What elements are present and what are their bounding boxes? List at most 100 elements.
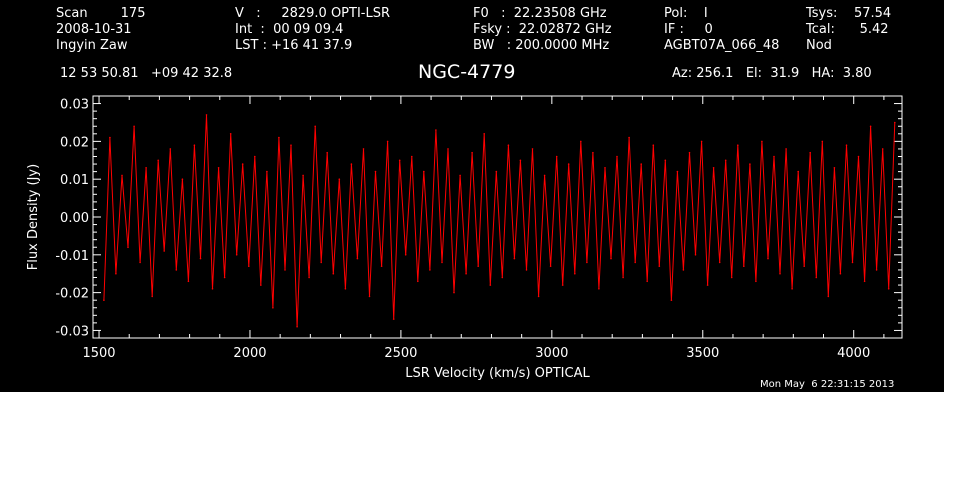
spectrum-point	[887, 288, 890, 290]
spectrum-point	[175, 269, 178, 271]
spectrum-point	[875, 269, 878, 271]
spectrum-point	[863, 280, 866, 283]
x-tick-label: 2500	[384, 346, 417, 361]
spectrum-point	[211, 288, 214, 290]
spectrum-point	[229, 133, 232, 135]
spectrum-point	[320, 261, 323, 264]
spectrum-point	[507, 144, 510, 146]
spectrum-point	[761, 140, 763, 143]
spectrum-point	[103, 299, 105, 302]
header-tsys: Tsys: 57.54	[806, 6, 892, 21]
spectrum-point	[380, 265, 383, 268]
header-coordinates: 12 53 50.81 +09 42 32.8	[60, 66, 233, 81]
spectrum-point	[362, 148, 365, 150]
spectrum-point	[646, 280, 648, 283]
spectrum-point	[712, 167, 715, 169]
spectrum-point	[115, 272, 117, 275]
spectrum-point	[483, 133, 486, 135]
spectrum-point	[133, 125, 135, 128]
timestamp: Mon May 6 22:31:15 2013	[760, 379, 895, 390]
source-title: NGC-4779	[418, 61, 516, 83]
spectrum-point	[797, 170, 799, 173]
x-tick-label: 2000	[233, 346, 266, 361]
spectrum-point	[465, 272, 467, 275]
spectrum-point	[447, 148, 449, 150]
spectrum-point	[827, 295, 830, 298]
spectrum-point	[839, 272, 842, 275]
spectrum-point	[344, 288, 347, 290]
spectrum-point	[567, 163, 570, 165]
spectrum-point	[199, 257, 202, 260]
spectrum-point	[791, 288, 793, 290]
spectrum-point	[193, 144, 196, 146]
spectrum-point	[398, 159, 401, 162]
spectrum-point	[314, 125, 317, 128]
spectrum-point	[580, 140, 582, 143]
header-procedure: Nod	[806, 38, 832, 53]
spectrum-point	[513, 257, 516, 260]
spectrum-point	[278, 136, 280, 139]
spectrum-point	[857, 155, 860, 158]
spectrum-point	[586, 261, 588, 264]
y-tick-label: -0.01	[55, 249, 89, 264]
header-bw: BW : 200.0000 MHz	[473, 38, 610, 53]
spectrum-point	[471, 151, 473, 154]
spectrum-point	[266, 170, 268, 173]
spectrum-point	[404, 254, 407, 256]
spectrum-point	[561, 284, 564, 286]
header-f0: F0 : 22.23508 GHz	[473, 6, 607, 21]
spectrum-point	[374, 170, 377, 173]
spectrum-point	[737, 144, 739, 146]
spectrum-point	[495, 170, 498, 173]
y-tick-label: -0.03	[55, 324, 89, 339]
spectrum-point	[803, 265, 805, 268]
spectrum-point	[634, 261, 636, 264]
spectrum-point	[628, 136, 630, 139]
header-project: AGBT07A_066_48	[664, 38, 780, 53]
spectrum-point	[169, 148, 172, 150]
header-date: 2008-10-31	[56, 22, 132, 37]
spectrum-point	[386, 140, 389, 143]
spectrum-point	[139, 261, 141, 264]
spectrum-point	[254, 155, 256, 158]
spectrum-point	[700, 140, 703, 143]
x-tick-label: 4000	[837, 346, 870, 361]
spectrum-point	[688, 151, 691, 154]
x-tick-label: 3500	[686, 346, 719, 361]
header-pol: Pol: I	[664, 6, 708, 21]
spectrum-point	[296, 325, 298, 328]
spectrum-point	[773, 155, 775, 158]
header-observer: Ingyin Zaw	[56, 38, 128, 53]
spectrum-point	[640, 163, 642, 165]
spectrum-point	[664, 159, 667, 162]
spectrum-point	[417, 280, 419, 283]
header-scan: Scan 175	[56, 6, 146, 21]
spectrum-point	[235, 254, 238, 256]
spectrum-point	[181, 178, 184, 180]
spectrum-point	[851, 261, 854, 264]
spectrum-point	[151, 295, 153, 298]
plot-frame	[92, 95, 903, 339]
header-fsky: Fsky : 22.02872 GHz	[473, 22, 612, 37]
spectrum-point	[127, 246, 129, 249]
spectrum-point	[881, 148, 884, 150]
spectrum-point	[187, 280, 190, 283]
spectrum-point	[676, 170, 679, 173]
spectrum-point	[604, 167, 606, 169]
spectrum-point	[610, 257, 612, 260]
spectrum-point	[706, 284, 709, 286]
spectrum-point	[205, 114, 208, 116]
spectrum-point	[670, 299, 673, 302]
spectrum-point	[821, 140, 824, 143]
spectrum-point	[121, 174, 123, 177]
spectrum-point	[845, 144, 848, 146]
spectrum-point	[785, 148, 787, 150]
spectrum-chart: 1500 2000 2500 3000 3500 4000 -0.03 -0.02 -0.01 0…	[26, 95, 903, 381]
spectrum-point	[217, 167, 220, 169]
spectrum-point	[749, 163, 751, 165]
spectrum-point	[767, 257, 769, 260]
spectrum-point	[869, 125, 872, 128]
spectrum-point	[833, 167, 836, 169]
spectrum-point	[163, 250, 165, 252]
spectrum-point	[308, 276, 310, 279]
